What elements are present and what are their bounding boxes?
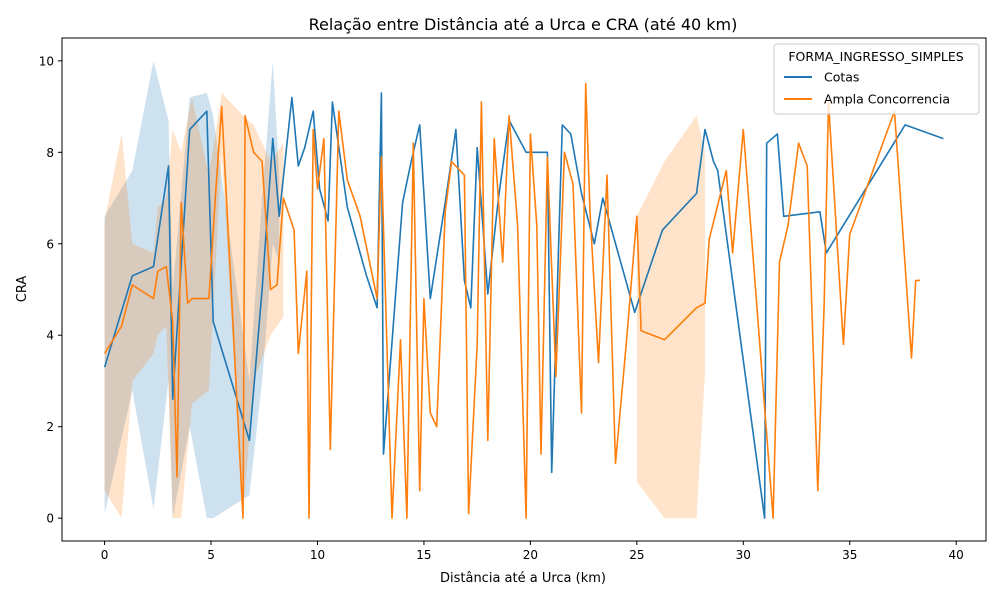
plot-area: [61, 37, 987, 542]
x-axis: 0 5 10 15 20 25 30 35 40: [101, 541, 964, 562]
confidence-band-1: [104, 92, 284, 519]
legend-label-1: Ampla Concorrencia: [824, 92, 950, 107]
x-tick-label: 30: [736, 548, 751, 562]
x-tick-label: 35: [842, 548, 857, 562]
legend-title: FORMA_INGRESSO_SIMPLES: [788, 49, 963, 64]
legend-box: [773, 43, 980, 115]
y-tick-label: 10: [39, 54, 54, 68]
x-tick-label: 10: [310, 548, 325, 562]
legend-label-0: Cotas: [824, 70, 859, 85]
confidence-bands: [104, 60, 705, 519]
y-tick-label: 6: [46, 237, 54, 251]
x-axis-label: Distância até a Urca (km): [440, 571, 606, 586]
chart-title: Relação entre Distância até a Urca e CRA…: [309, 15, 738, 34]
series-line-1: [103, 82, 920, 519]
legend: FORMA_INGRESSO_SIMPLES Cotas Ampla Concor…: [773, 43, 980, 115]
y-tick-label: 4: [46, 329, 54, 343]
y-axis-label: CRA: [15, 276, 30, 303]
confidence-band-2: [636, 115, 705, 519]
x-tick-label: 15: [416, 548, 431, 562]
x-tick-label: 5: [207, 548, 215, 562]
y-tick-label: 2: [46, 420, 54, 434]
plot-frame: [61, 37, 987, 542]
y-tick-label: 8: [46, 146, 54, 160]
series-lines: [103, 82, 944, 519]
confidence-band-0: [104, 60, 280, 519]
y-tick-label: 0: [46, 512, 54, 526]
x-tick-label: 25: [629, 548, 644, 562]
x-tick-label: 20: [523, 548, 538, 562]
y-axis: 0 2 4 6 8 10: [39, 54, 62, 526]
x-tick-label: 40: [949, 548, 964, 562]
x-tick-label: 0: [101, 548, 109, 562]
